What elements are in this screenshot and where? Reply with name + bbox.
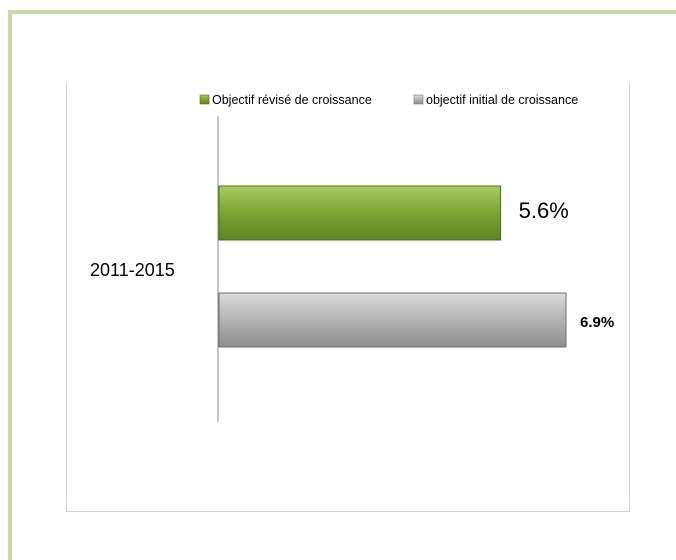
legend-label-initial: objectif initial de croissance (426, 93, 578, 107)
bar-initial (218, 292, 567, 348)
bar-revised (218, 185, 502, 241)
category-label: 2011-2015 (90, 260, 175, 280)
bar-group (218, 185, 567, 348)
legend-swatch-revised (199, 94, 210, 105)
legend-swatch-initial (413, 94, 424, 105)
data-label-revised: 5.6% (519, 198, 569, 223)
legend: Objectif révisé de croissance objectif i… (199, 93, 578, 107)
data-label-initial: 6.9% (580, 314, 614, 331)
legend-label-revised: Objectif révisé de croissance (212, 93, 372, 107)
